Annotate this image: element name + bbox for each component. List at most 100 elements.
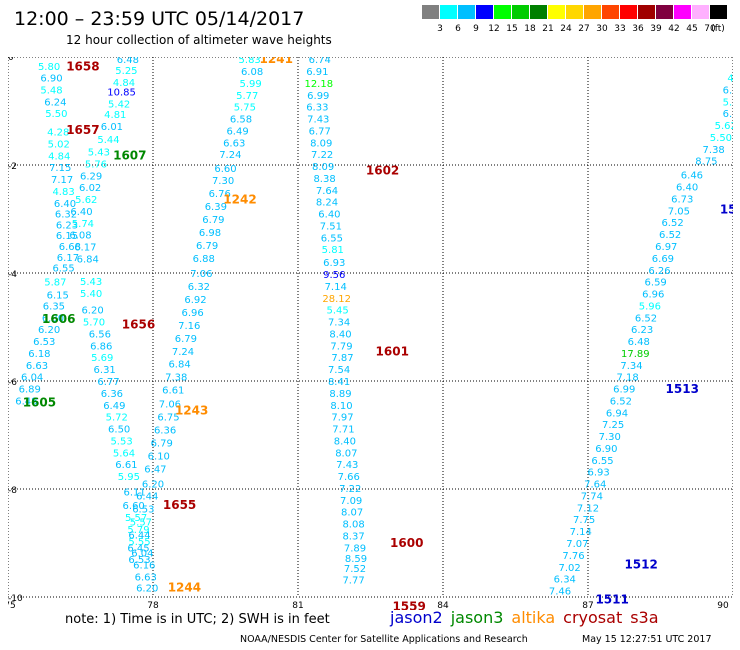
- wave-height-value: 6.23: [631, 325, 653, 336]
- wave-height-value: 5.79: [127, 525, 149, 536]
- scale-swatch: [620, 5, 637, 19]
- wave-height-value: 8.40: [329, 329, 351, 340]
- wave-height-value: 5.25: [115, 66, 137, 77]
- wave-height-value: 5.80: [38, 62, 60, 73]
- mission-legend: jason2 jason3 altika cryosat s3a: [390, 608, 667, 627]
- scale-swatch: [710, 5, 727, 19]
- wave-height-value: 7.30: [599, 432, 621, 443]
- wave-height-value: 6.79: [196, 241, 218, 252]
- wave-height-value: 7.14: [325, 282, 347, 293]
- scale-swatch: [548, 5, 565, 19]
- wave-height-value: 6.32: [188, 282, 210, 293]
- wave-height-value: 10.85: [107, 88, 136, 99]
- wave-height-value: 6.63: [135, 572, 157, 583]
- pass-time-label: 1559: [392, 600, 425, 610]
- pass-time-label: 1513: [666, 382, 699, 396]
- wave-height-value: 6.50: [108, 425, 130, 436]
- scale-swatch: [566, 5, 583, 19]
- scale-label: 3: [437, 24, 443, 34]
- wave-height-value: 6.79: [202, 215, 224, 226]
- pass-time-label: 1607: [113, 148, 146, 162]
- lat-tick-label: -10: [8, 594, 23, 604]
- wave-height-value: 6.55: [591, 456, 613, 467]
- legend-cryosat: cryosat: [563, 608, 623, 627]
- lon-tick-label: 81: [292, 601, 303, 610]
- wave-height-value: 7.22: [339, 484, 361, 495]
- pass-time-label: 15: [720, 202, 733, 216]
- pass-time-label: 1655: [163, 498, 196, 512]
- pass-time-label: 1602: [366, 163, 399, 177]
- wave-height-value: 5.99: [240, 79, 262, 90]
- wave-height-value: 7.06: [159, 400, 181, 411]
- wave-height-value: 6.91: [306, 67, 328, 78]
- wave-height-value: 6.56: [89, 329, 111, 340]
- wave-height-value: 4.83: [52, 187, 74, 198]
- wave-height-value: 8.59: [345, 554, 367, 565]
- wave-height-value: 6.60: [214, 164, 236, 175]
- wave-height-value: 6.10: [148, 452, 170, 463]
- wave-height-value: 7.34: [328, 318, 350, 329]
- map-title: 12:00 – 23:59 UTC 05/14/2017: [14, 8, 305, 30]
- wave-height-value: 6.17: [57, 253, 79, 264]
- wave-height-value: 5.72: [106, 413, 128, 424]
- wave-height-value: 6.32: [55, 210, 77, 221]
- wave-height-map: 7578818487900-2-4-6-8-105.806.905.486.24…: [8, 57, 733, 610]
- wave-height-value: 6.60: [123, 501, 145, 512]
- wave-height-value: 6.39: [205, 202, 227, 213]
- wave-height-value: 6.33: [306, 103, 328, 114]
- wave-height-value: 6.52: [610, 396, 632, 407]
- wave-height-value: 5.69: [91, 353, 113, 364]
- scale-swatch: [494, 5, 511, 19]
- wave-height-value: 6.20: [136, 583, 158, 594]
- wave-height-value: 7.75: [573, 515, 595, 526]
- wave-height-value: 5.44: [97, 135, 119, 146]
- wave-height-value: 5.50: [45, 109, 67, 120]
- wave-height-value: 5.48: [40, 85, 62, 96]
- wave-height-value: 6.59: [645, 278, 667, 289]
- wave-height-value: 7.25: [602, 420, 624, 431]
- legend-jason3: jason3: [450, 608, 504, 627]
- wave-height-value: 7.43: [307, 115, 329, 126]
- scale-swatch: [512, 5, 529, 19]
- wave-height-value: 7.52: [344, 564, 366, 575]
- wave-height-value: 6.48: [628, 337, 650, 348]
- wave-height-value: 6.53: [128, 555, 150, 566]
- scale-label: 39: [650, 24, 662, 34]
- pass-time-label: 1512: [624, 558, 657, 572]
- pass-time-label: 1656: [122, 317, 155, 331]
- wave-height-value: 5.74: [72, 219, 94, 230]
- wave-height-value: 7.15: [49, 163, 71, 174]
- wave-height-value: 5.57: [125, 513, 147, 524]
- wave-height-value: 8.37: [342, 531, 364, 542]
- wave-height-value: 5.96: [639, 301, 661, 312]
- footer-credit: NOAA/NESDIS Center for Satellite Applica…: [240, 634, 528, 645]
- pass-time-label: 1605: [23, 396, 56, 410]
- scale-swatch: [422, 5, 439, 19]
- wave-height-value: 6.24: [44, 97, 66, 108]
- scale-swatch: [530, 5, 547, 19]
- wave-height-value: 5.95: [118, 472, 140, 483]
- scale-label: 27: [578, 24, 590, 34]
- wave-height-value: 7.64: [584, 480, 606, 491]
- wave-height-value: 6.55: [321, 233, 343, 244]
- wave-height-value: 8.07: [341, 508, 363, 519]
- pass-time-label: 1243: [175, 404, 208, 418]
- wave-height-value: 6.36: [154, 426, 176, 437]
- wave-height-value: 6.44: [136, 491, 158, 502]
- scale-swatch: [602, 5, 619, 19]
- wave-height-value: 6.40: [54, 199, 76, 210]
- wave-height-value: 6.48: [15, 396, 37, 407]
- wave-height-value: 8.75: [695, 157, 717, 168]
- wave-height-value: 4.84: [48, 151, 70, 162]
- wave-height-value: 6.86: [90, 341, 112, 352]
- wave-height-value: 7.14: [570, 527, 592, 538]
- wave-height-value: 7.66: [338, 472, 360, 483]
- wave-height-value: 6.17: [74, 243, 96, 254]
- wave-height-value: 8.38: [313, 174, 335, 185]
- wave-height-value: 5.83: [239, 57, 261, 66]
- lat-tick-label: 0: [8, 57, 14, 63]
- wave-height-value: 6.02: [79, 183, 101, 194]
- wave-height-value: 6.94: [606, 408, 628, 419]
- wave-height-value: 4.84: [113, 78, 135, 89]
- wave-height-value: 6.75: [157, 413, 179, 424]
